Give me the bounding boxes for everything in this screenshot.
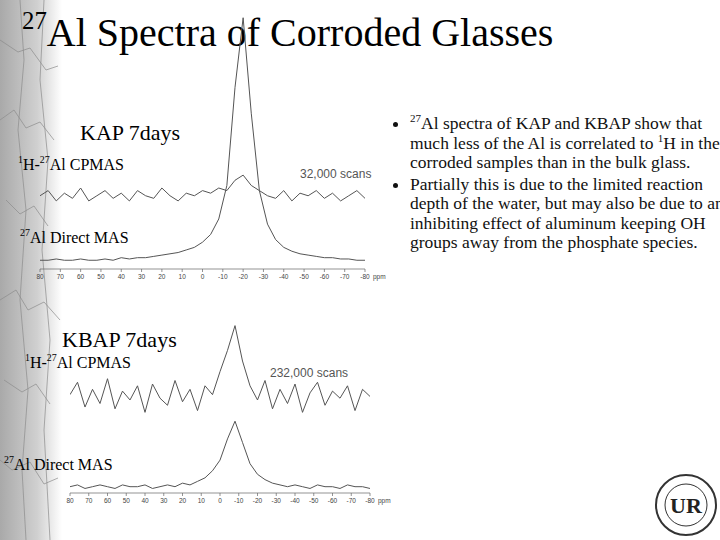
logo-ring <box>656 475 716 535</box>
series-label: 27Al Direct MAS <box>4 454 113 473</box>
tick-mark <box>365 269 366 272</box>
tick-label: -60 <box>320 273 330 280</box>
tick-mark <box>126 493 127 496</box>
tick-label: 80 <box>66 497 74 504</box>
tick-label: -30 <box>272 497 282 504</box>
tick-label: 80 <box>36 273 44 280</box>
tick-label: 20 <box>158 273 166 280</box>
panel-title: KBAP 7days <box>62 327 177 352</box>
tick-label: 60 <box>77 273 85 280</box>
tick-label: -50 <box>309 497 319 504</box>
logo-text: UR <box>670 493 703 518</box>
logo-ring <box>665 484 707 526</box>
annotation: 32,000 scans <box>300 167 371 181</box>
spectrum-panel: 80 70 60 50 40 30 20 10 0 -10 -20 -30 -40 -50 -60 -70 -8… <box>18 18 386 281</box>
traces <box>40 18 365 261</box>
tick-label: -10 <box>234 497 244 504</box>
tick-label: 0 <box>218 497 222 504</box>
tick-label: 0 <box>201 273 205 280</box>
spectrum-trace <box>70 421 370 488</box>
spectrum-trace <box>40 18 365 261</box>
tick-label: -20 <box>253 497 263 504</box>
tick-mark <box>344 269 345 272</box>
tick-label: 50 <box>97 273 105 280</box>
slide-canvas: 27Al Spectra of Corroded Glasses UR 80 70 60… <box>0 0 720 540</box>
tick-mark <box>70 493 71 496</box>
bullet: 27Al spectra of KAP and KBAP show that m… <box>410 114 720 173</box>
panel-title: KAP 7days <box>80 120 180 145</box>
tick-label: -70 <box>347 497 357 504</box>
tick-mark <box>100 269 101 272</box>
tick-label: 50 <box>123 497 131 504</box>
axis-label: ppm <box>373 273 386 281</box>
tick-label: 40 <box>141 497 149 504</box>
tick-mark <box>163 493 164 496</box>
tick-mark <box>80 269 81 272</box>
tick-mark <box>257 493 258 496</box>
tick-mark <box>324 269 325 272</box>
x-axis: 80 70 60 50 40 30 20 10 0 -10 -20 -30 -40 -50 -60 -70 -8… <box>66 493 390 505</box>
background-crack <box>0 290 60 320</box>
tick-label: -70 <box>340 273 350 280</box>
spectrum-panel: 80 70 60 50 40 30 20 10 0 -10 -20 -30 -40 -50 -60 -70 -8… <box>4 326 391 505</box>
tick-mark <box>276 493 277 496</box>
tick-label: 40 <box>118 273 126 280</box>
tick-mark <box>40 269 41 272</box>
tick-mark <box>313 493 314 496</box>
tick-label: 70 <box>85 497 93 504</box>
tick-label: -50 <box>299 273 309 280</box>
axis-label: ppm <box>378 497 391 505</box>
slide-title: 27Al Spectra of Corroded Glasses <box>22 7 553 55</box>
tick-mark <box>263 269 264 272</box>
tick-label: -40 <box>290 497 300 504</box>
tick-label: 60 <box>104 497 112 504</box>
tick-mark <box>304 269 305 272</box>
tick-label: 30 <box>160 497 168 504</box>
tick-mark <box>88 493 89 496</box>
tick-label: -30 <box>259 273 269 280</box>
tick-label: 20 <box>179 497 187 504</box>
tick-mark <box>201 493 202 496</box>
tick-mark <box>141 269 142 272</box>
x-axis: 80 70 60 50 40 30 20 10 0 -10 -20 -30 -40 -50 -60 -70 -8… <box>36 269 385 281</box>
bullet-list: 27Al spectra of KAP and KBAP show that m… <box>392 114 720 255</box>
tick-mark <box>60 269 61 272</box>
tick-label: -10 <box>218 273 228 280</box>
tick-label: -60 <box>328 497 338 504</box>
tick-label: 10 <box>198 497 206 504</box>
series-label: 1H-27Al CPMAS <box>25 352 131 371</box>
tick-mark <box>370 493 371 496</box>
logo: UR <box>656 475 716 535</box>
bullet: Partially this is due to the limited rea… <box>410 175 720 253</box>
tick-mark <box>238 493 239 496</box>
tick-label: 30 <box>138 273 146 280</box>
tick-mark <box>161 269 162 272</box>
tick-mark <box>332 493 333 496</box>
tick-mark <box>182 269 183 272</box>
tick-mark <box>107 493 108 496</box>
series-label: 27Al Direct MAS <box>20 227 129 246</box>
tick-label: 70 <box>57 273 65 280</box>
tick-mark <box>202 269 203 272</box>
annotation: 232,000 scans <box>270 366 348 380</box>
background-crack <box>6 200 48 226</box>
tick-mark <box>351 493 352 496</box>
series-label: 1H-27Al CPMAS <box>18 154 124 173</box>
tick-mark <box>182 493 183 496</box>
tick-label: -80 <box>360 273 370 280</box>
tick-mark <box>145 493 146 496</box>
tick-label: 10 <box>179 273 187 280</box>
tick-mark <box>283 269 284 272</box>
tick-label: -40 <box>279 273 289 280</box>
tick-label: -80 <box>365 497 375 504</box>
tick-mark <box>243 269 244 272</box>
tick-label: -20 <box>238 273 248 280</box>
tick-mark <box>121 269 122 272</box>
slide: 27Al Spectra of Corroded Glasses UR 80 70 60… <box>0 0 720 540</box>
tick-mark <box>295 493 296 496</box>
tick-mark <box>222 269 223 272</box>
tick-mark <box>220 493 221 496</box>
